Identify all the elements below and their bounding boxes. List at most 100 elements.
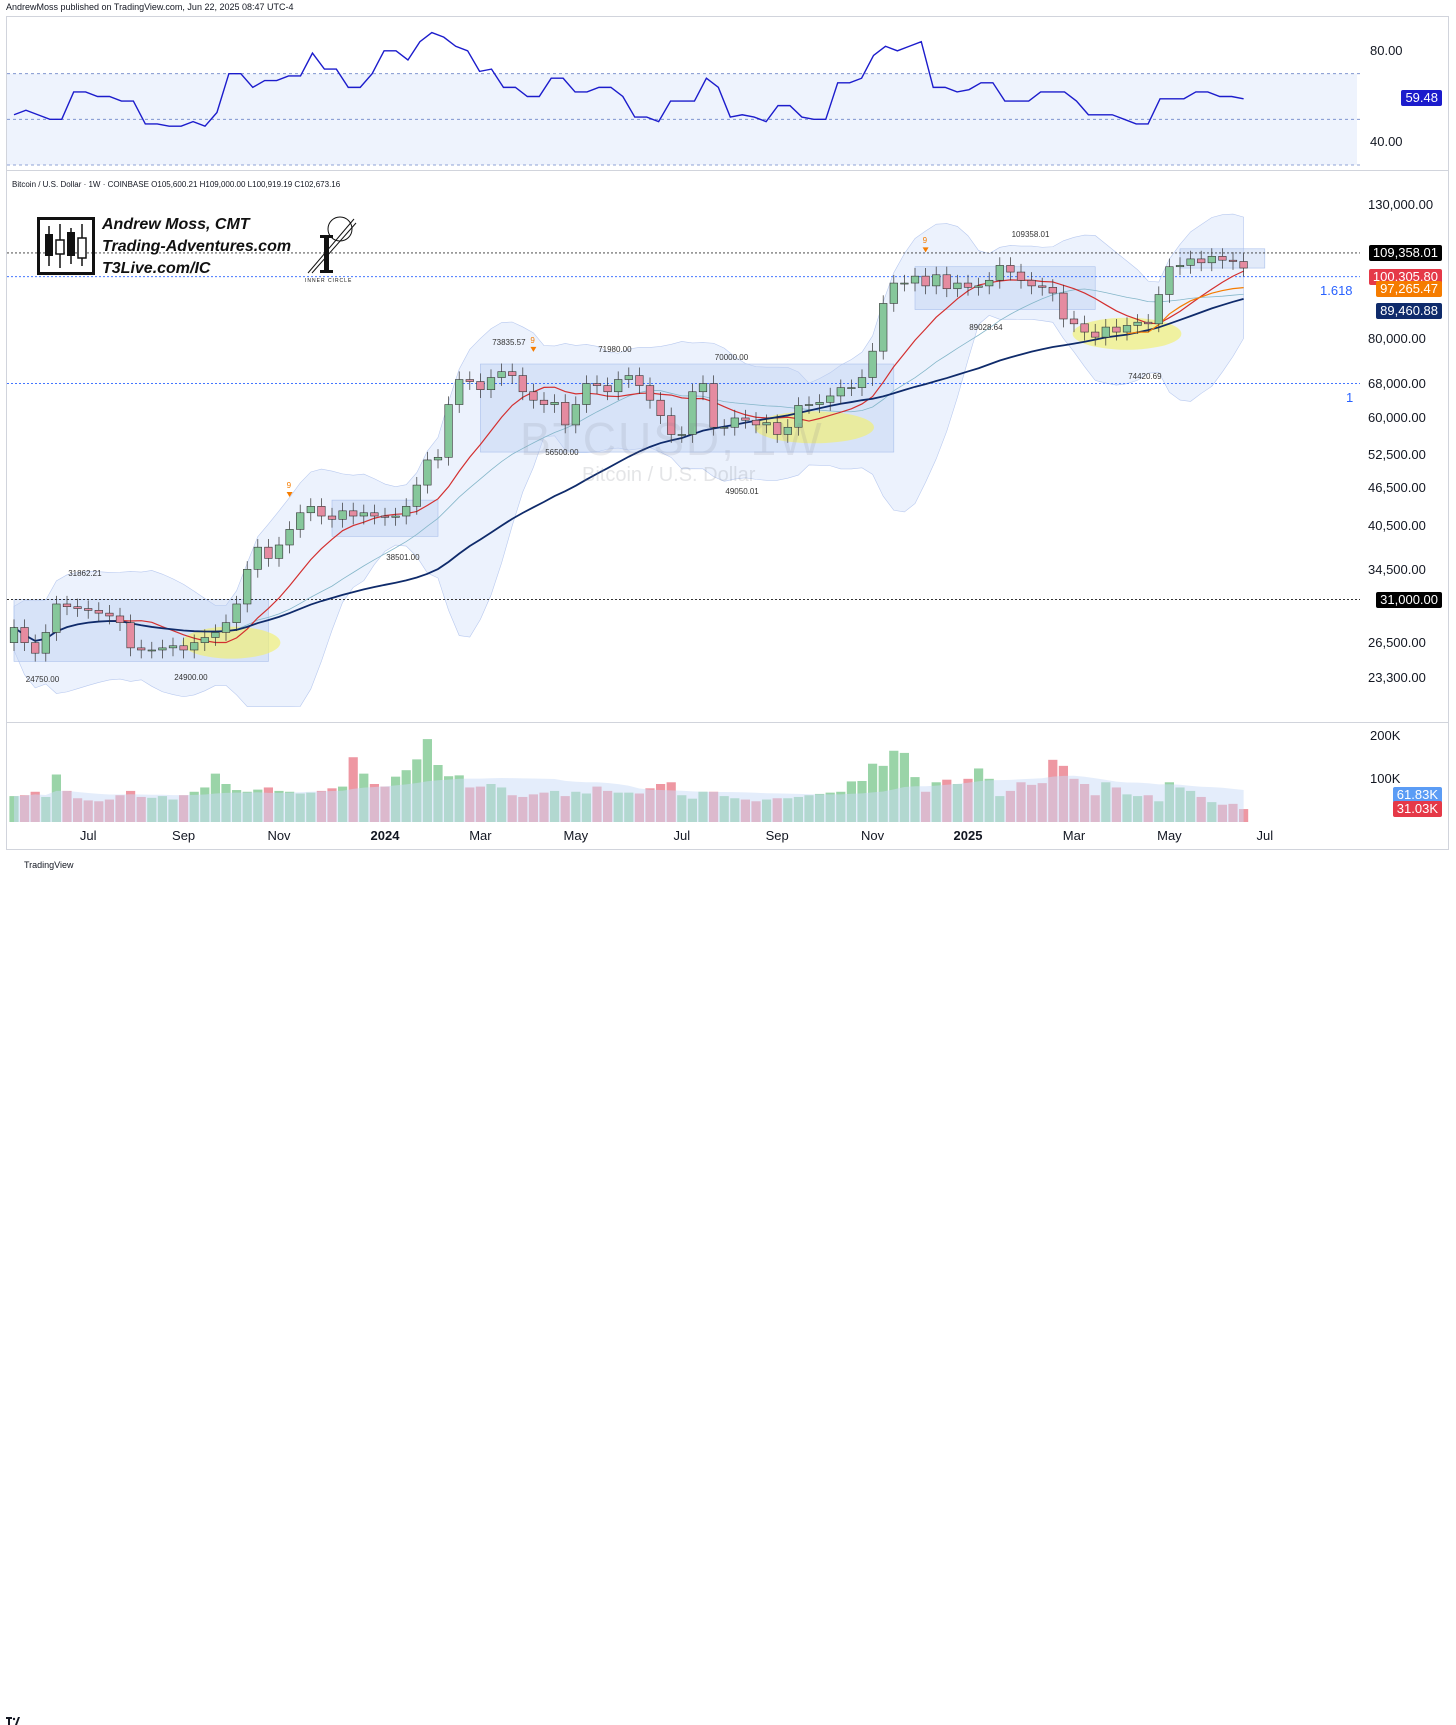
- volume-panel-divider[interactable]: [7, 722, 1448, 723]
- candle-body: [889, 282, 898, 304]
- candle-body: [847, 387, 856, 389]
- candle-body: [1239, 261, 1248, 269]
- candle-body: [1006, 265, 1015, 273]
- candle-body: [1048, 287, 1057, 294]
- candle-body: [561, 402, 570, 426]
- time-axis-label-1: Sep: [172, 828, 196, 843]
- price-tick-4: 52,500.00: [1368, 446, 1426, 462]
- candle-body: [508, 371, 517, 376]
- price-annotation-6: 56500.00: [545, 447, 579, 457]
- candle-body: [677, 434, 686, 436]
- candle-body: [826, 395, 835, 403]
- candle-body: [794, 405, 803, 428]
- price-tick-7: 34,500.00: [1368, 562, 1426, 578]
- consolidation-box-3: [914, 266, 1096, 310]
- price-annotation-1: 24750.00: [25, 674, 60, 684]
- candle-body: [1016, 271, 1026, 281]
- candle-body: [105, 612, 114, 617]
- candle-body: [62, 603, 72, 607]
- candle-body: [52, 603, 61, 633]
- price-tick-8: 26,500.00: [1368, 634, 1426, 650]
- time-axis-label-11: May: [1157, 828, 1182, 843]
- candle-body: [1165, 266, 1174, 295]
- candle-body: [391, 515, 400, 518]
- candle-body: [857, 377, 867, 388]
- candle-body: [380, 515, 390, 518]
- price-annotation-8: 49050.01: [725, 486, 759, 496]
- candle-body: [879, 303, 888, 352]
- candle-body: [667, 415, 676, 435]
- candle-body: [465, 379, 474, 382]
- candle-body: [1080, 323, 1089, 333]
- price-annotation-3: 38501.00: [386, 553, 420, 563]
- candle-body: [232, 603, 241, 623]
- td9-label-1: 9: [530, 335, 535, 345]
- candle-body: [253, 546, 262, 570]
- chart-frame: [6, 16, 1449, 850]
- time-axis-label-2: Nov: [267, 828, 291, 843]
- candle-body: [1207, 256, 1216, 264]
- candle-body: [1186, 258, 1195, 266]
- candle-body: [455, 379, 464, 405]
- candle-body: [402, 506, 411, 517]
- chart-canvas[interactable]: [0, 0, 1456, 875]
- candle-body: [698, 383, 708, 393]
- rsi-last-value: 59.48: [1401, 89, 1442, 106]
- candle-body: [1218, 256, 1227, 261]
- candle-body: [115, 615, 125, 623]
- candle-body: [1059, 292, 1068, 320]
- volume-bar: [9, 796, 19, 822]
- candle-body: [995, 265, 1004, 281]
- time-axis-label-12: Jul: [1256, 828, 1274, 843]
- watermark-ticker: BTCUSD, 1W: [520, 413, 824, 465]
- candle-body: [1175, 265, 1185, 268]
- candle-body: [1133, 321, 1142, 326]
- candle-body: [656, 399, 665, 416]
- candle-body: [550, 402, 559, 405]
- price-annotation-2: 24900.00: [174, 672, 208, 682]
- candle-body: [486, 377, 496, 390]
- candle-body: [285, 529, 294, 546]
- candle-body: [539, 399, 549, 405]
- candle-body: [274, 544, 284, 559]
- candle-body: [168, 645, 178, 649]
- candle-body: [751, 419, 761, 426]
- candle-body: [974, 285, 983, 288]
- candle-body: [1091, 331, 1100, 338]
- candle-body: [985, 279, 994, 287]
- ema-10-line: [13, 270, 1244, 644]
- candle-body: [243, 569, 252, 605]
- volume-badge-1: 31.03K: [1392, 800, 1442, 817]
- candle-body: [614, 379, 623, 393]
- candle-body: [1122, 325, 1132, 333]
- candle-body: [306, 506, 315, 514]
- candle-body: [1228, 259, 1238, 262]
- symbol-legend: Bitcoin / U.S. Dollar · 1W · COINBASE O1…: [12, 180, 341, 189]
- bollinger-band: [13, 213, 1244, 707]
- candle-body: [211, 632, 220, 638]
- candle-body: [1154, 294, 1163, 325]
- candle-body: [592, 383, 602, 386]
- candle-body: [773, 422, 782, 435]
- candle-body: [688, 391, 697, 435]
- candle-body: [963, 282, 973, 288]
- candle-body: [423, 459, 432, 486]
- candle-body: [762, 422, 771, 426]
- price-badge-3: 89,460.88: [1376, 303, 1442, 320]
- time-axis-label-7: Sep: [765, 828, 789, 843]
- candle-body: [31, 642, 40, 654]
- candle-body: [41, 632, 50, 654]
- price-annotation-11: 74420.69: [1128, 371, 1162, 381]
- candle-body: [709, 383, 718, 428]
- candle-body: [158, 647, 167, 651]
- volume-bar: [422, 739, 432, 822]
- price-tick-6: 40,500.00: [1368, 518, 1426, 533]
- candle-body: [921, 275, 930, 287]
- candle-body: [815, 402, 824, 405]
- volume-ma-area: [14, 775, 1244, 822]
- rsi-panel-divider[interactable]: [7, 170, 1448, 171]
- logo-site-2: T3Live.com/IC: [102, 260, 211, 277]
- price-badge-0: 109,358.01: [1368, 244, 1442, 261]
- candle-body: [73, 606, 82, 609]
- td9-arrow-icon: [530, 346, 537, 352]
